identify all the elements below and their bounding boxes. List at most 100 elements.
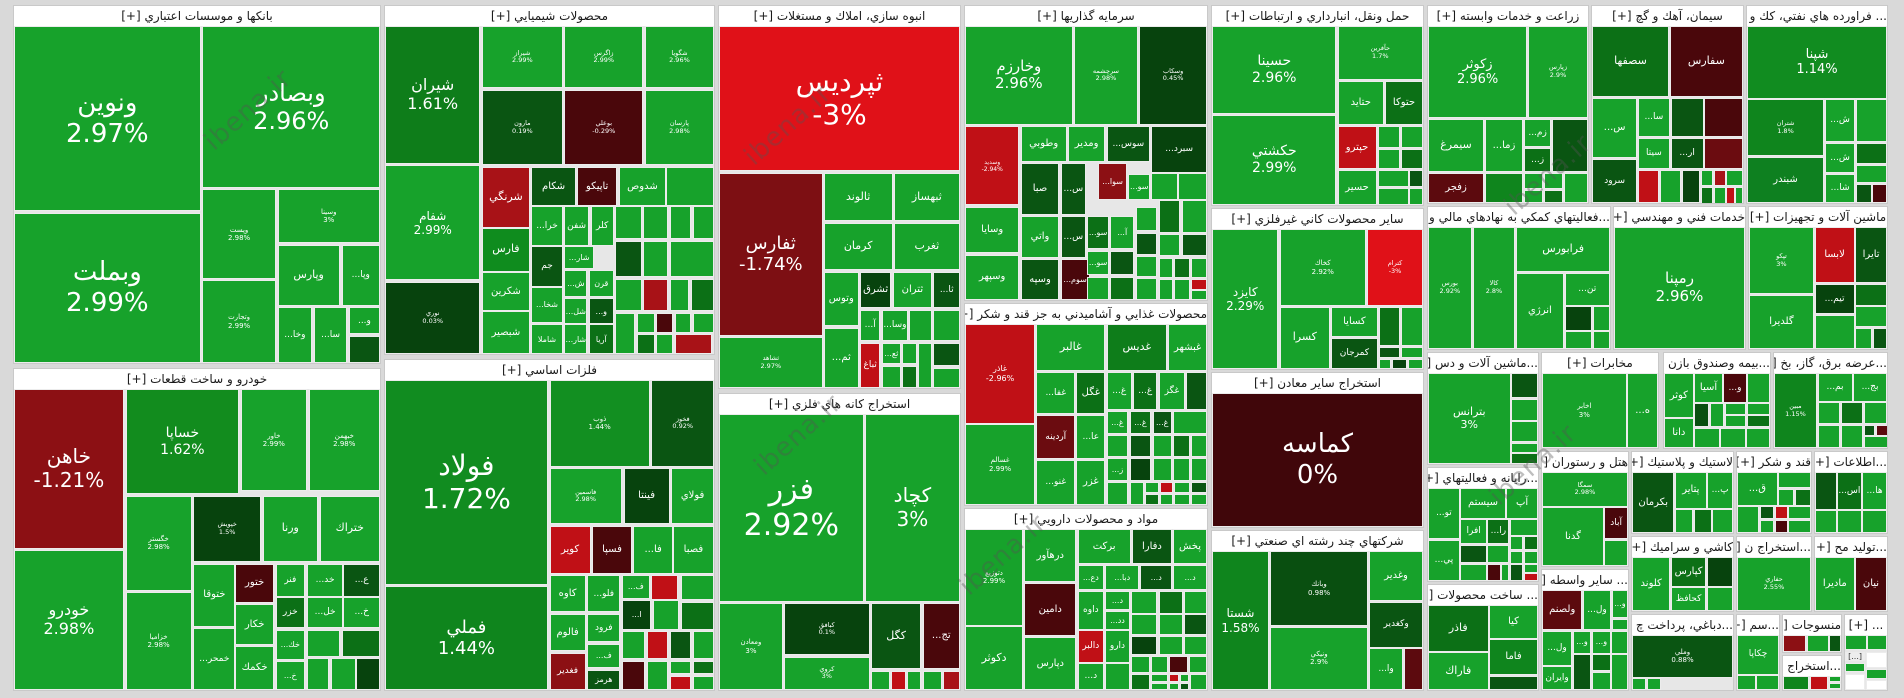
tile-وپارس[interactable]: وپارس xyxy=(277,245,340,306)
sector-header[interactable]: ... فراورده هاي نفتي، كك و [+] xyxy=(1747,6,1887,26)
tile-آ...[interactable]: آ... xyxy=(1110,216,1135,250)
tile[interactable] xyxy=(1130,636,1158,656)
tile[interactable] xyxy=(1783,635,1807,652)
tile-سيمرغ[interactable]: سيمرغ xyxy=(1428,118,1484,173)
tile[interactable] xyxy=(1404,648,1423,690)
tile[interactable] xyxy=(646,660,668,690)
tile-ار...[interactable]: ار... xyxy=(1670,137,1704,170)
tile[interactable] xyxy=(1511,453,1538,464)
tile-ماديرا[interactable]: ماديرا xyxy=(1815,557,1855,611)
tile[interactable] xyxy=(1377,126,1400,148)
tile-آ...[interactable]: آ... xyxy=(859,310,881,341)
tile[interactable] xyxy=(1693,508,1712,533)
tile-سا...[interactable]: سا... xyxy=(1638,97,1670,137)
tile-فخوز[interactable]: فخوز 0.92% xyxy=(651,380,714,467)
tile[interactable] xyxy=(1378,346,1400,358)
tile[interactable] xyxy=(692,206,714,240)
tile-واتي[interactable]: واتي xyxy=(1020,216,1060,258)
tile-خاهن[interactable]: خاهن -1.21% xyxy=(14,389,124,549)
tile[interactable] xyxy=(1184,590,1207,614)
tile[interactable] xyxy=(1377,170,1410,188)
sector-header[interactable]: ...رايانه و فعاليتهاي [+] xyxy=(1428,468,1538,488)
tile-دبا...[interactable]: دبا... xyxy=(1105,565,1140,591)
tile-و...[interactable]: و... xyxy=(1611,590,1628,618)
tile-خودرو[interactable]: خودرو 2.98% xyxy=(14,550,124,690)
tile-شار...[interactable]: شار... xyxy=(564,324,588,354)
sector-header[interactable]: استخراج كانه هاي فلزي [+] xyxy=(719,394,960,414)
tile-شبصير[interactable]: شبصير xyxy=(482,311,530,354)
tile[interactable] xyxy=(1158,279,1174,300)
sector-header[interactable]: محصولات شيميايي [+] xyxy=(385,6,714,26)
tile[interactable] xyxy=(1856,142,1887,165)
tile[interactable] xyxy=(1713,187,1726,203)
tile-وتجارت[interactable]: وتجارت 2.99% xyxy=(202,280,276,363)
tile-فنر[interactable]: فنر xyxy=(275,563,305,597)
tile[interactable] xyxy=(1159,482,1174,494)
sector-header[interactable]: استخراج ساير معادن [+] xyxy=(1212,373,1423,393)
tile-سرود[interactable]: سرود xyxy=(1592,158,1638,203)
sector-header[interactable]: ...دباغي، پرداخت چ [+] xyxy=(1632,615,1733,635)
tile[interactable] xyxy=(1145,482,1159,494)
tile-س...[interactable]: س... xyxy=(1060,216,1086,258)
tile-[...][interactable]: [...] xyxy=(1845,651,1866,662)
tile-ش...[interactable]: ش... xyxy=(564,270,588,297)
tile-وسايا[interactable]: وسايا xyxy=(965,206,1020,254)
tile-بركت[interactable]: بركت xyxy=(1077,529,1131,565)
tile-دتوزيع[interactable]: دتوزيع 2.99% xyxy=(965,529,1024,626)
tile[interactable] xyxy=(1544,189,1564,203)
tile-غگل[interactable]: غگل xyxy=(1076,371,1106,415)
tile[interactable] xyxy=(917,342,933,388)
tile-فارس[interactable]: فارس xyxy=(482,227,530,272)
tile-بورس[interactable]: بورس 2.92% xyxy=(1428,227,1472,349)
tile[interactable] xyxy=(1747,373,1770,403)
tile[interactable] xyxy=(943,670,960,690)
tile-سفارس[interactable]: سفارس xyxy=(1669,26,1743,97)
tile[interactable] xyxy=(1700,187,1713,203)
tile[interactable] xyxy=(1188,656,1207,674)
tile[interactable] xyxy=(1746,415,1770,428)
tile-وبصادر[interactable]: وبصادر 2.96% xyxy=(202,26,380,188)
tile-سصفها[interactable]: سصفها xyxy=(1592,26,1669,97)
tile[interactable] xyxy=(1110,250,1135,276)
tile[interactable] xyxy=(1866,669,1887,679)
tile[interactable] xyxy=(1130,673,1151,690)
tile-خزاميا[interactable]: خزاميا 2.98% xyxy=(125,592,192,690)
tile[interactable] xyxy=(1523,536,1538,551)
tile[interactable] xyxy=(674,313,691,333)
tile-كگل[interactable]: كگل xyxy=(870,603,922,670)
tile-كيا[interactable]: كيا xyxy=(1489,605,1538,639)
tile-كچاد[interactable]: كچاد 3% xyxy=(864,414,960,602)
sector-header[interactable]: ...توليد مح [+] xyxy=(1815,537,1887,557)
tile-د...[interactable]: د... xyxy=(1077,663,1105,690)
tile-سمگا[interactable]: سمگا 2.98% xyxy=(1542,472,1628,507)
tile[interactable] xyxy=(1746,427,1770,448)
tile[interactable] xyxy=(1190,673,1207,690)
tile-ختوقا[interactable]: ختوقا xyxy=(193,563,236,627)
sector-header[interactable]: منسوجات [+] xyxy=(1783,615,1841,635)
tile[interactable] xyxy=(1509,519,1538,536)
tile[interactable] xyxy=(1523,550,1538,564)
tile-را...[interactable]: را... xyxy=(1487,519,1510,545)
sector-header[interactable]: ... [+] xyxy=(1845,615,1887,635)
tile[interactable] xyxy=(1145,494,1159,505)
tile-مارون[interactable]: مارون 0.19% xyxy=(482,89,563,166)
sector-header[interactable]: ...بيمه وصندوق بازن [+] xyxy=(1664,353,1770,373)
tile[interactable] xyxy=(1863,424,1876,436)
tile[interactable] xyxy=(1184,636,1207,656)
tile-غ...[interactable]: غ... xyxy=(1133,371,1158,410)
tile-شفن[interactable]: شفن xyxy=(564,206,589,246)
tile-قرن[interactable]: قرن xyxy=(588,270,614,297)
tile[interactable] xyxy=(1110,276,1135,300)
tile-عا...[interactable]: عا... xyxy=(1076,415,1106,459)
tile-خگستر[interactable]: خگستر 2.98% xyxy=(125,495,192,591)
tile[interactable] xyxy=(1638,170,1660,203)
tile[interactable] xyxy=(1815,472,1837,510)
tile-وسپه[interactable]: وسپه xyxy=(1020,258,1060,300)
tile-و...[interactable]: و... xyxy=(1572,630,1592,654)
tile-آردينه[interactable]: آردينه xyxy=(1036,415,1076,459)
tile-كالا[interactable]: كالا 2.8% xyxy=(1472,227,1516,349)
sector-header[interactable]: ...استخراج ن [+] xyxy=(1737,537,1811,557)
tile-فا...[interactable]: فا... xyxy=(633,525,673,574)
tile[interactable] xyxy=(1135,278,1158,300)
tile-جم[interactable]: جم xyxy=(531,245,563,287)
